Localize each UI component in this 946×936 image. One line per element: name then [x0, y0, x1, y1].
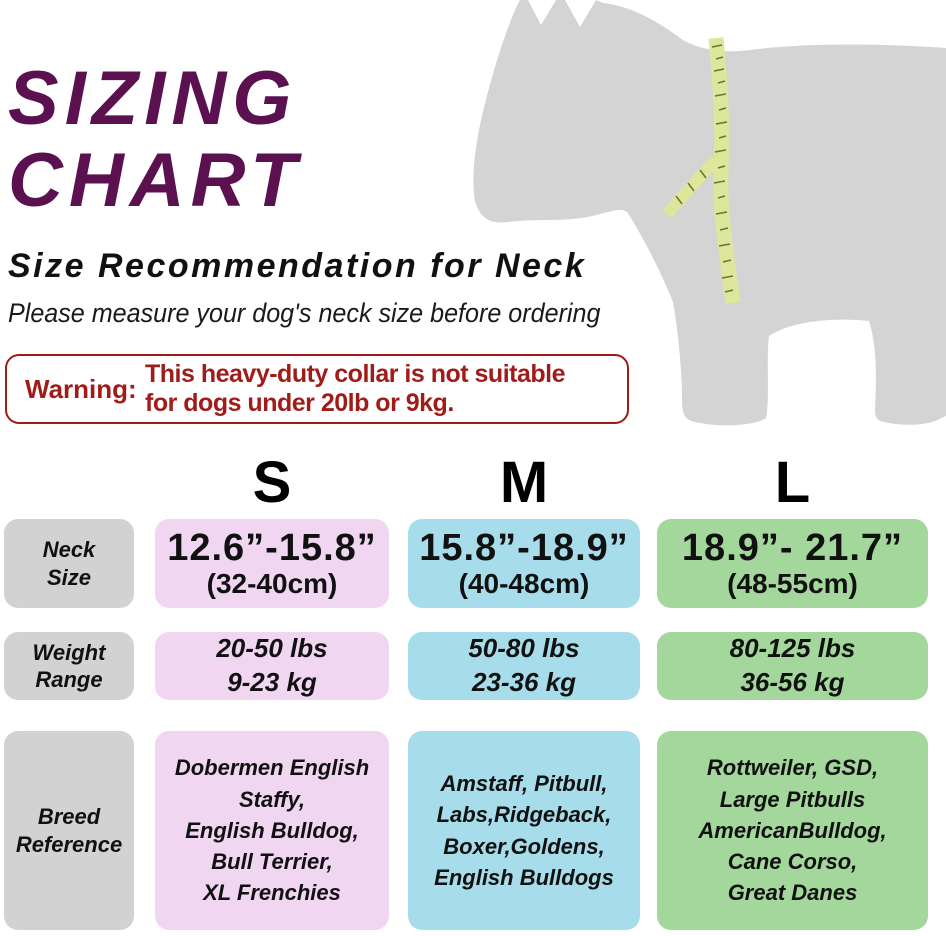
neck-size-cm: (40-48cm)	[458, 568, 590, 600]
measuring-tape	[662, 37, 741, 305]
neck-size-cm: (48-55cm)	[727, 568, 858, 600]
page-title: SIZING CHART	[8, 56, 303, 224]
column-header-l: L	[774, 449, 811, 515]
column-header-m: M	[499, 449, 549, 515]
neck-size-inches: 15.8”-18.9”	[419, 526, 629, 569]
warning-text: This heavy-duty collar is not suitable f…	[145, 360, 566, 417]
neck-size-cell-s: 12.6”-15.8” (32-40cm)	[155, 519, 389, 608]
warning-label: Warning:	[25, 373, 137, 404]
dog-silhouette-image	[473, 0, 946, 426]
neck-size-cell-m: 15.8”-18.9” (40-48cm)	[408, 519, 640, 608]
weight-cell-s: 20-50 lbs 9-23 kg	[155, 632, 389, 700]
row-label-weight-range: Weight Range	[4, 632, 134, 700]
breed-cell-l: Rottweiler, GSD, Large Pitbulls American…	[657, 731, 928, 930]
tape-tick-marks	[675, 44, 734, 293]
column-header-s: S	[252, 449, 292, 515]
breed-cell-s: Dobermen English Staffy, English Bulldog…	[155, 731, 389, 930]
weight-cell-m: 50-80 lbs 23-36 kg	[408, 632, 640, 700]
row-label-neck-size: Neck Size	[4, 519, 134, 608]
breed-cell-m: Amstaff, Pitbull, Labs,Ridgeback, Boxer,…	[408, 731, 640, 930]
row-label-breed-reference: Breed Reference	[4, 731, 134, 930]
neck-size-cm: (32-40cm)	[206, 568, 338, 600]
page-subtitle: Size Recommendation for Neck	[8, 247, 587, 285]
weight-cell-l: 80-125 lbs 36-56 kg	[657, 632, 928, 700]
dog-silhouette	[473, 0, 946, 426]
warning-box: Warning: This heavy-duty collar is not s…	[5, 354, 629, 424]
neck-size-inches: 18.9”- 21.7”	[681, 526, 904, 569]
neck-size-cell-l: 18.9”- 21.7” (48-55cm)	[657, 519, 928, 608]
neck-size-inches: 12.6”-15.8”	[167, 526, 377, 569]
measure-instruction-text: Please measure your dog's neck size befo…	[8, 298, 601, 328]
